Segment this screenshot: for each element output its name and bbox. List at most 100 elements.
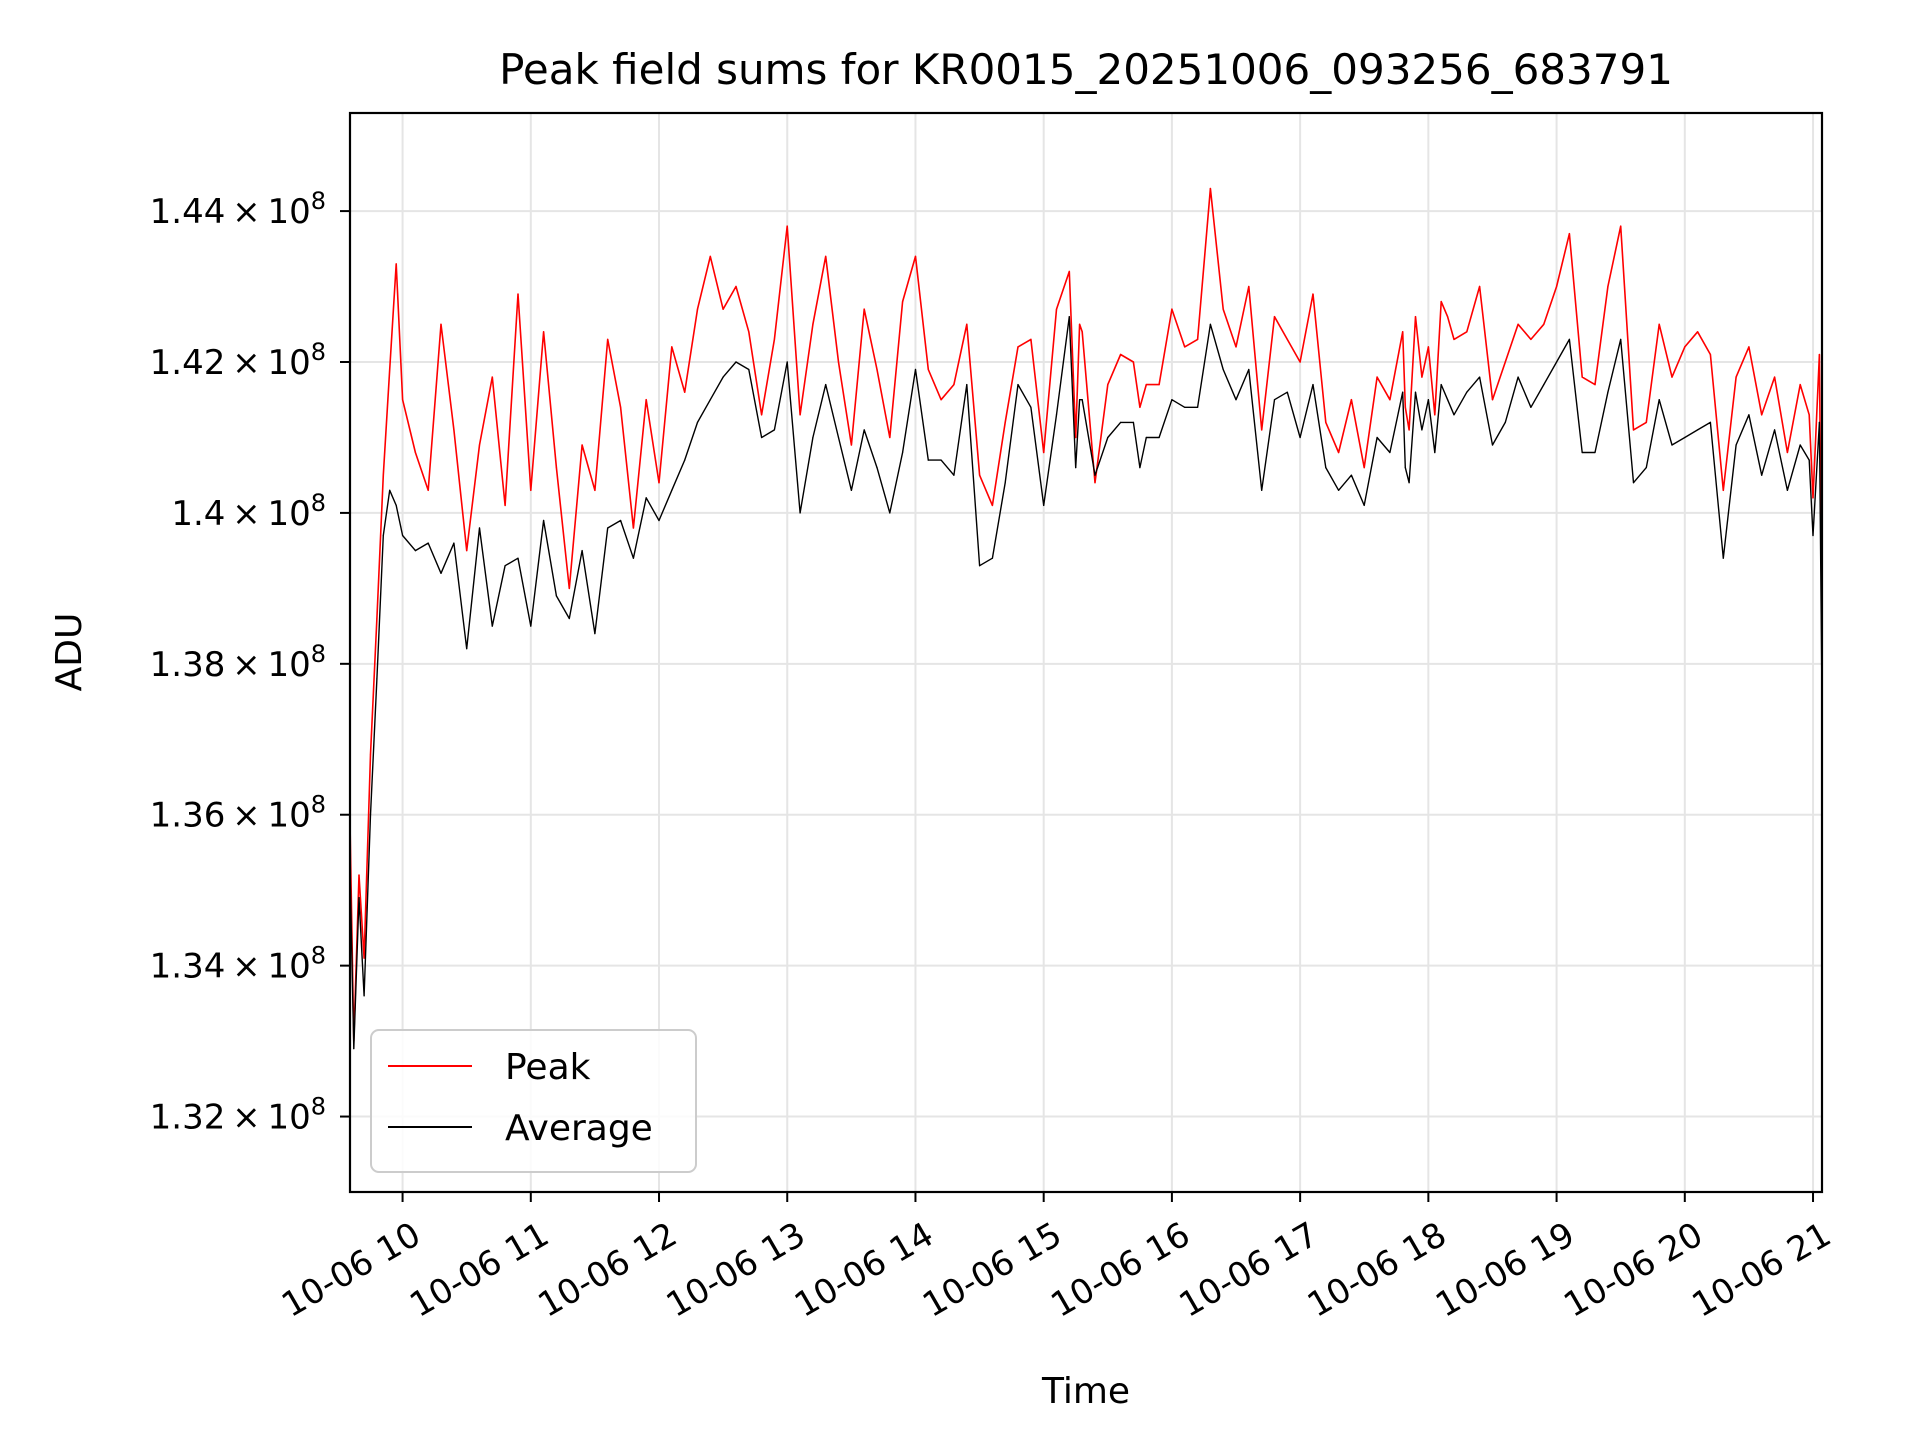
data-point-peak [594, 489, 596, 491]
data-point-average [1094, 474, 1096, 476]
data-point-peak [1818, 353, 1820, 356]
data-point-average [1671, 444, 1673, 446]
data-point-average [594, 633, 596, 635]
data-point-average [1799, 444, 1801, 446]
data-point-peak [1440, 301, 1442, 303]
data-point-peak [581, 444, 583, 446]
data-point-peak [620, 406, 622, 408]
data-point-peak [696, 308, 699, 310]
data-point-peak [1594, 384, 1596, 386]
data-point-peak [658, 482, 660, 484]
data-point-peak [1556, 285, 1558, 288]
y-axis: 1.32 × 108 1.34 × 108 1.36 × 108 1.38 × 108… [150, 187, 350, 1138]
data-point-peak [1222, 308, 1224, 310]
data-point-average [684, 459, 686, 461]
data-point-peak [1684, 346, 1686, 348]
data-point-peak [414, 451, 416, 454]
data-point-average [1079, 399, 1081, 401]
data-point-average [1408, 482, 1410, 484]
y-tick-label: 1.34 × 108 [150, 942, 326, 987]
data-point-average [1338, 489, 1340, 491]
data-point-average [1440, 384, 1442, 386]
data-point-average [363, 995, 365, 997]
data-point-peak [1645, 421, 1647, 423]
data-point-peak [1120, 353, 1122, 356]
plot-frame [348, 111, 1824, 1194]
data-point-peak [369, 753, 372, 756]
data-point-average [1504, 421, 1506, 423]
series-line-average [350, 316, 1822, 1050]
data-point-peak [1184, 346, 1186, 348]
data-point-peak [1504, 361, 1506, 363]
chart-title: Peak field sums for KR0015_20251006_0932… [499, 45, 1673, 94]
y-tick-label: 1.42 × 108 [150, 338, 326, 383]
data-point-average [607, 527, 609, 529]
data-point-average [991, 557, 994, 559]
data-point-average [1081, 399, 1083, 401]
data-point-peak [1748, 346, 1750, 348]
data-point-average [857, 459, 859, 461]
data-point-average [1222, 368, 1224, 371]
data-point-average [1389, 451, 1391, 454]
data-point-peak [1447, 316, 1449, 318]
data-point-peak [517, 293, 519, 295]
data-point-peak [1132, 361, 1134, 363]
legend: Peak Average [370, 1029, 697, 1173]
data-point-peak [979, 474, 981, 476]
data-point-peak [1017, 346, 1019, 348]
data-point-average [1774, 429, 1776, 431]
data-point-average [1235, 399, 1237, 401]
y-tick-label: 1.32 × 108 [150, 1093, 326, 1138]
data-point-peak [786, 225, 788, 227]
data-point-peak [837, 361, 840, 363]
data-point-average [1645, 467, 1647, 469]
data-point-average [1447, 399, 1449, 401]
data-point-peak [1761, 414, 1763, 416]
data-point-peak [1607, 285, 1609, 288]
data-point-average [645, 497, 647, 499]
data-point-peak [902, 301, 904, 303]
data-point-peak [1581, 376, 1583, 378]
data-point-average [632, 557, 635, 559]
data-point-peak [889, 436, 891, 439]
data-point-average [812, 436, 814, 439]
data-point-peak [1376, 376, 1378, 378]
data-point-peak [1530, 338, 1532, 340]
data-point-peak [1421, 376, 1423, 378]
data-point-peak [1043, 451, 1045, 454]
series-peak [350, 187, 1822, 1042]
data-point-peak [1543, 323, 1545, 325]
data-point-peak [1338, 451, 1340, 454]
data-point-average [889, 512, 891, 514]
data-point-average [773, 429, 776, 431]
data-point-average [581, 550, 583, 552]
data-point-peak [382, 474, 384, 476]
data-point-peak [1408, 429, 1410, 431]
data-point-average [1248, 368, 1250, 371]
data-point-average [966, 384, 968, 386]
data-point-average [1184, 406, 1186, 408]
data-point-peak [1363, 467, 1365, 469]
data-point-average [1209, 323, 1211, 325]
data-point-average [1543, 384, 1545, 386]
data-point-average [1363, 504, 1365, 506]
data-point-peak [1404, 406, 1406, 408]
data-point-average [1120, 421, 1122, 423]
data-point-average [876, 467, 878, 469]
data-point-peak [555, 467, 558, 469]
data-point-average [1139, 467, 1141, 469]
data-point-average [353, 1048, 355, 1050]
data-point-average [1068, 316, 1070, 318]
data-point-peak [363, 957, 365, 959]
legend-label-peak: Peak [505, 1047, 591, 1088]
data-point-peak [1812, 497, 1814, 499]
data-point-peak [991, 504, 994, 506]
data-point-average [1453, 414, 1455, 416]
data-point-average [1421, 429, 1423, 431]
data-point-peak [1325, 421, 1327, 423]
data-point-peak [530, 489, 532, 491]
data-point-average [568, 617, 570, 620]
data-point-peak [857, 376, 859, 378]
